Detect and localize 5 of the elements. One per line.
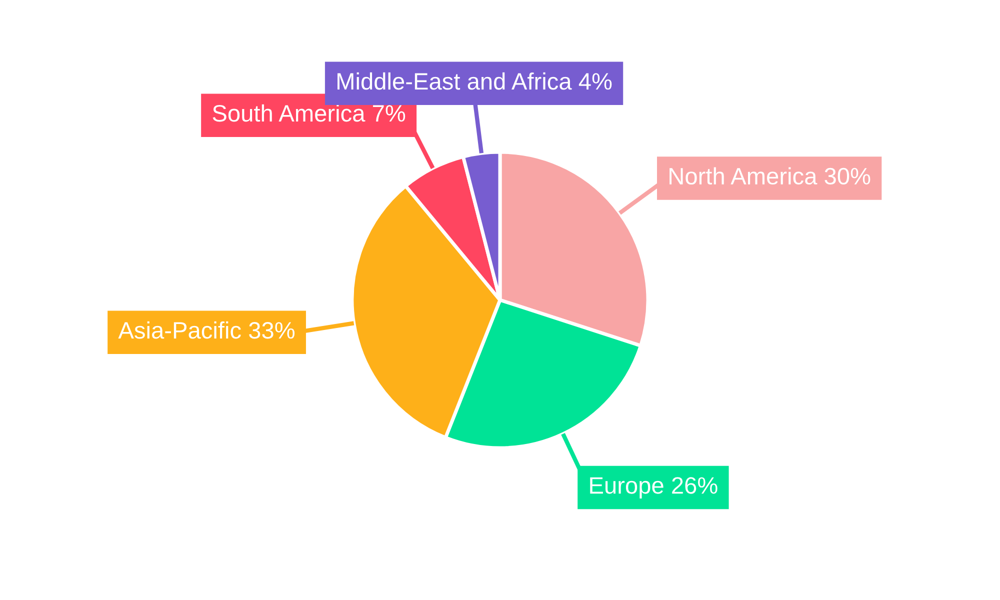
slice-label: Europe 26%: [590, 477, 718, 498]
slice-label: North America 30%: [670, 167, 870, 185]
slice-label: South America 7%: [212, 104, 406, 122]
slice-label: Middle-East and Africa 4%: [338, 72, 612, 90]
slice-label: Asia-Pacific 33%: [118, 321, 295, 339]
